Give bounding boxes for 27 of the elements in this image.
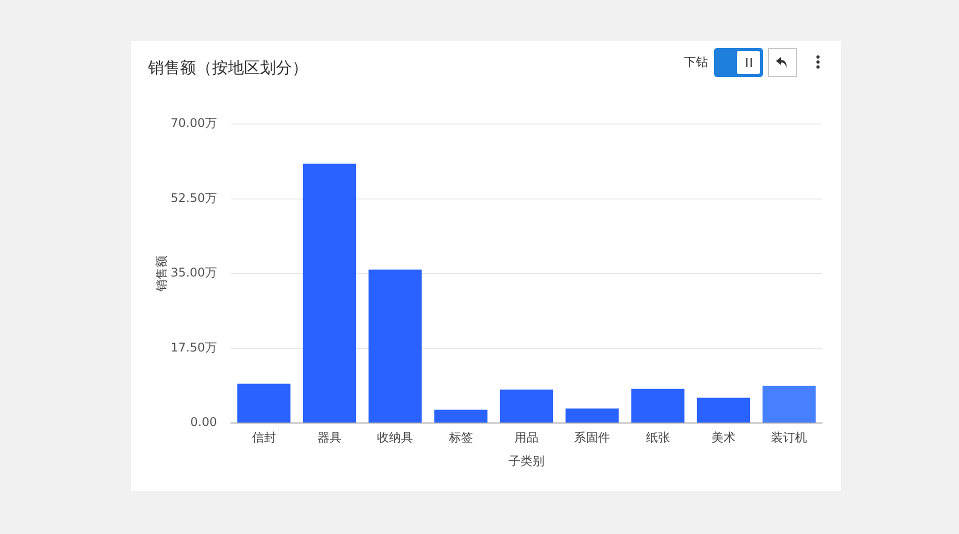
bar — [434, 410, 488, 422]
y-tick-label: 35.00万 — [170, 266, 217, 280]
chart-title: 销售额（按地区划分） — [148, 58, 308, 78]
x-tick-label: 收纳具 — [377, 430, 414, 444]
x-tick-label: 系固件 — [574, 430, 610, 444]
y-tick-label: 70.00万 — [170, 116, 217, 130]
bar — [302, 164, 356, 422]
x-tick-label: 美术 — [712, 430, 736, 444]
y-axis-title: 销售额 — [154, 256, 168, 292]
bar — [237, 384, 290, 422]
x-tick-label: 标签 — [448, 430, 473, 444]
x-tick-label: 器具 — [318, 430, 342, 444]
x-tick-label: 信封 — [252, 430, 276, 444]
bar — [368, 270, 422, 422]
bar — [566, 408, 619, 422]
bar — [631, 388, 684, 422]
x-tick-label: 装订机 — [771, 430, 808, 444]
text: 下钻 — [684, 55, 708, 69]
bar — [696, 398, 750, 422]
y-tick-label: 17.50万 — [170, 340, 217, 354]
x-tick-label: 纸张 — [646, 430, 670, 444]
bar — [500, 390, 554, 422]
x-axis-title: 子类别 — [508, 454, 544, 468]
y-tick-label: 0.00 — [190, 415, 217, 430]
bar — [762, 386, 816, 422]
x-tick-label: 用品 — [514, 430, 538, 444]
y-tick-label: 52.50万 — [170, 190, 217, 205]
